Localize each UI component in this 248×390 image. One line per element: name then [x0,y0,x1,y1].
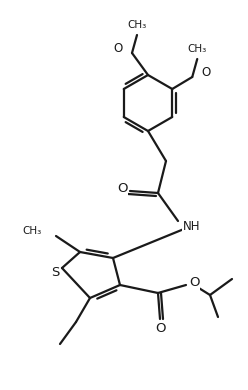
Text: CH₃: CH₃ [127,20,147,30]
Text: O: O [117,181,127,195]
Text: O: O [156,323,166,335]
Text: O: O [189,277,199,289]
Text: O: O [113,41,123,55]
Text: O: O [202,66,211,78]
Text: CH₃: CH₃ [23,226,42,236]
Text: NH: NH [183,220,201,232]
Text: S: S [51,266,59,278]
Text: CH₃: CH₃ [188,44,207,54]
